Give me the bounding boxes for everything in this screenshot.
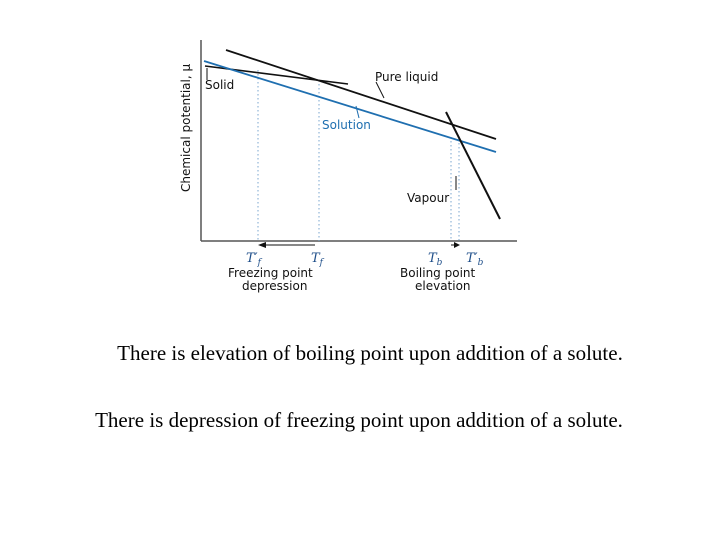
- pure-liquid-leader: [375, 81, 385, 99]
- boiling-annotation-line1: Boiling point: [400, 266, 476, 280]
- tick-tf: Tf: [311, 251, 325, 268]
- pure-liquid-label: Pure liquid: [375, 70, 438, 84]
- vapour-label: Vapour: [407, 191, 449, 205]
- solution-label: Solution: [322, 118, 371, 132]
- vapour-line: [445, 111, 501, 220]
- solution-leader: [355, 105, 360, 119]
- tick-tf-prime: T′f: [246, 251, 263, 268]
- tick-tb-prime: T′b: [466, 251, 484, 268]
- depression-arrowhead: [258, 242, 266, 248]
- freezing-annotation-line2: depression: [242, 279, 307, 293]
- pure-liquid-line: [225, 49, 497, 140]
- y-axis-label: Chemical potential, μ: [179, 64, 193, 192]
- solution-line: [203, 60, 497, 153]
- caption-boiling-elevation: There is elevation of boiling point upon…: [117, 341, 623, 365]
- freezing-annotation-line1: Freezing point: [228, 266, 313, 280]
- tick-tb: Tb: [428, 251, 443, 268]
- elevation-arrowhead: [454, 242, 460, 248]
- caption-freezing-depression: There is depression of freezing point up…: [95, 408, 623, 432]
- solid-label: Solid: [205, 78, 234, 92]
- boiling-annotation-line2: elevation: [415, 279, 471, 293]
- chemical-potential-diagram: Chemical potential, μ Solid Pure liquid …: [179, 40, 517, 293]
